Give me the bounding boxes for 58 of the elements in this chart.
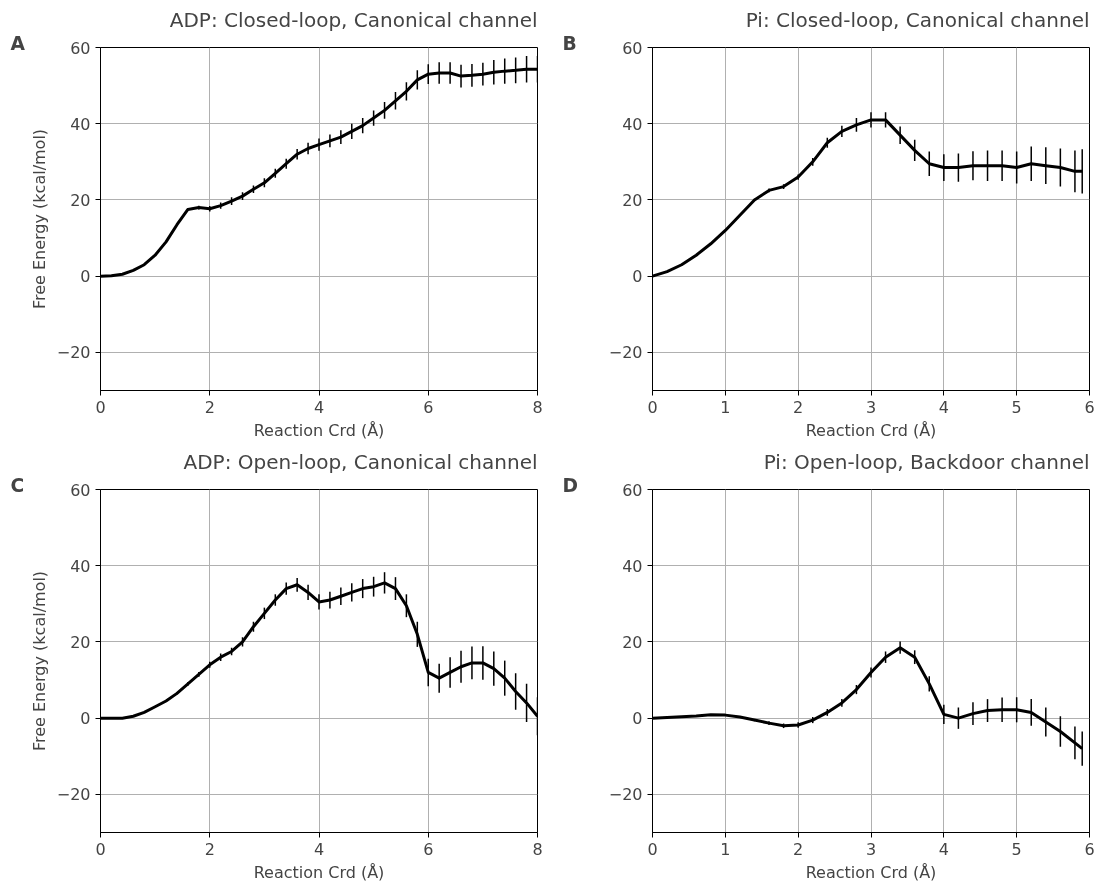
y-tick-label: 60 [70,480,91,500]
x-tick-label: 1 [720,839,731,859]
chart-title: ADP: Closed-loop, Canonical channel [169,7,538,32]
chart-title: Pi: Open-loop, Backdoor channel [763,449,1090,474]
x-axis-title: Reaction Crd (Å) [253,420,385,440]
x-tick-label: 6 [1084,839,1095,859]
y-tick-label: −20 [56,785,91,805]
x-tick-label: 8 [532,839,543,859]
y-tick-label: 0 [632,267,643,287]
x-tick-label: 6 [423,397,434,417]
y-tick-label: 40 [622,114,643,134]
y-tick-label: 0 [80,709,91,729]
y-tick-label: 40 [70,114,91,134]
y-tick-label: 60 [70,38,91,58]
x-tick-label: 2 [793,397,804,417]
x-tick-label: 6 [1084,397,1095,417]
y-tick-label: 60 [622,38,643,58]
x-tick-label: 3 [865,839,877,859]
y-tick-label: 60 [622,480,643,500]
y-tick-label: −20 [56,343,91,363]
x-tick-label: 2 [204,397,215,417]
text: A [10,32,26,54]
y-tick-label: 20 [622,190,643,210]
x-tick-label: 0 [647,397,658,417]
x-tick-label: 0 [95,839,106,859]
y-tick-label: −20 [608,785,643,805]
x-tick-label: 2 [204,839,215,859]
x-tick-label: 5 [1011,397,1022,417]
y-tick-label: 20 [70,190,91,210]
x-tick-label: 1 [720,397,731,417]
y-tick-label: 0 [80,267,91,287]
text: D [562,474,578,496]
y-tick-label: 40 [70,556,91,576]
y-tick-label: 40 [622,556,643,576]
x-axis-title: Reaction Crd (Å) [805,862,937,882]
x-tick-label: 8 [532,397,543,417]
x-tick-label: 6 [423,839,434,859]
y-tick-label: −20 [608,343,643,363]
x-tick-label: 4 [938,397,949,417]
x-axis-title: Reaction Crd (Å) [805,420,937,440]
y-axis-title: Free Energy (kcal/mol) [29,128,49,310]
x-tick-label: 3 [865,397,877,417]
x-tick-label: 4 [313,839,325,859]
chart-title: Pi: Closed-loop, Canonical channel [745,7,1090,32]
y-tick-label: 20 [70,632,91,652]
y-tick-label: 20 [622,632,643,652]
text: C [10,474,25,496]
y-axis-title: Free Energy (kcal/mol) [29,570,49,752]
x-axis-title: Reaction Crd (Å) [253,862,385,882]
x-tick-label: 0 [95,397,106,417]
x-tick-label: 4 [938,839,949,859]
x-tick-label: 0 [647,839,658,859]
x-tick-label: 5 [1011,839,1022,859]
x-tick-label: 2 [793,839,804,859]
y-tick-label: 0 [632,709,643,729]
x-tick-label: 4 [313,397,325,417]
text: B [562,32,577,54]
chart-title: ADP: Open-loop, Canonical channel [183,449,538,474]
